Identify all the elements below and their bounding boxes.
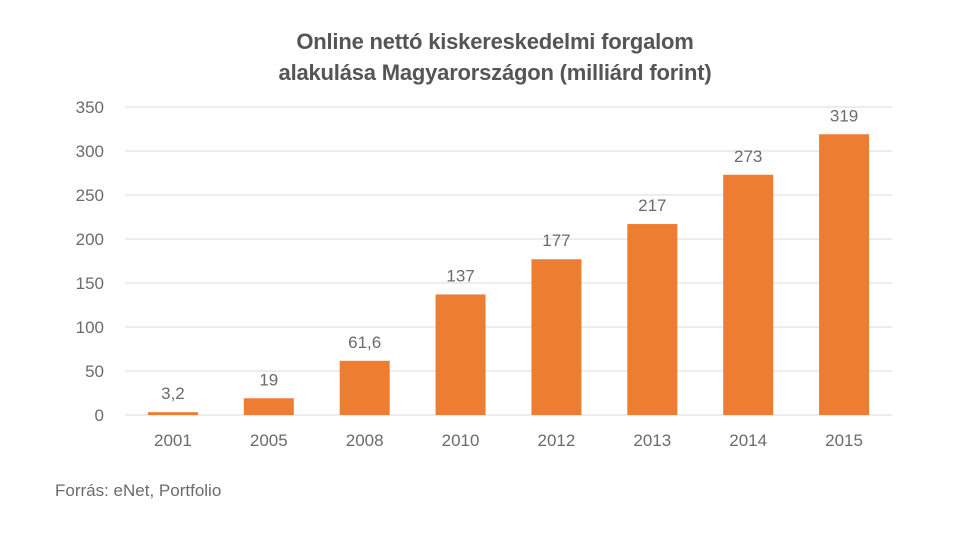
chart-title-line-1: Online nettó kiskereskedelmi forgalom: [296, 29, 694, 54]
y-tick-label: 300: [76, 142, 104, 161]
source-note: Forrás: eNet, Portfolio: [55, 481, 222, 500]
data-label: 61,6: [348, 333, 381, 352]
bar: [147, 412, 198, 415]
chart-title: Online nettó kiskereskedelmi forgalom al…: [0, 26, 960, 88]
bar: [243, 398, 294, 415]
y-tick-label: 200: [76, 230, 104, 249]
data-label: 273: [734, 147, 762, 166]
y-tick-label: 50: [85, 362, 104, 381]
bar: [723, 174, 774, 415]
x-tick-label: 2014: [729, 431, 767, 450]
x-tick-label: 2010: [442, 431, 480, 450]
y-tick-label: 0: [95, 406, 104, 425]
x-axis: 2001 2005 2008 2010 2012 2013 2014 2015: [154, 431, 863, 450]
data-label: 217: [638, 196, 666, 215]
data-label: 177: [542, 231, 570, 250]
data-label: 319: [830, 106, 858, 125]
y-tick-label: 150: [76, 274, 104, 293]
data-label: 3,2: [161, 384, 185, 403]
bars: [147, 134, 870, 415]
chart-title-line-2: alakulása Magyarországon (milliárd forin…: [278, 60, 712, 85]
x-tick-label: 2015: [825, 431, 863, 450]
x-tick-label: 2005: [250, 431, 288, 450]
x-tick-label: 2013: [633, 431, 671, 450]
bar: [627, 224, 678, 415]
x-tick-label: 2008: [346, 431, 384, 450]
y-axis: 0 50 100 150 200 250 300 350: [76, 98, 104, 425]
data-label: 137: [446, 266, 474, 285]
bar: [531, 259, 582, 415]
x-tick-label: 2012: [538, 431, 576, 450]
y-tick-label: 100: [76, 318, 104, 337]
bar: [819, 134, 870, 415]
x-tick-label: 2001: [154, 431, 192, 450]
bar: [339, 360, 390, 415]
gridlines: [125, 106, 892, 416]
data-label: 19: [259, 370, 278, 389]
bar: [435, 294, 486, 415]
data-labels: 3,2 19 61,6 137 177 217 273 319: [161, 106, 858, 403]
y-tick-label: 350: [76, 98, 104, 117]
y-tick-label: 250: [76, 186, 104, 205]
